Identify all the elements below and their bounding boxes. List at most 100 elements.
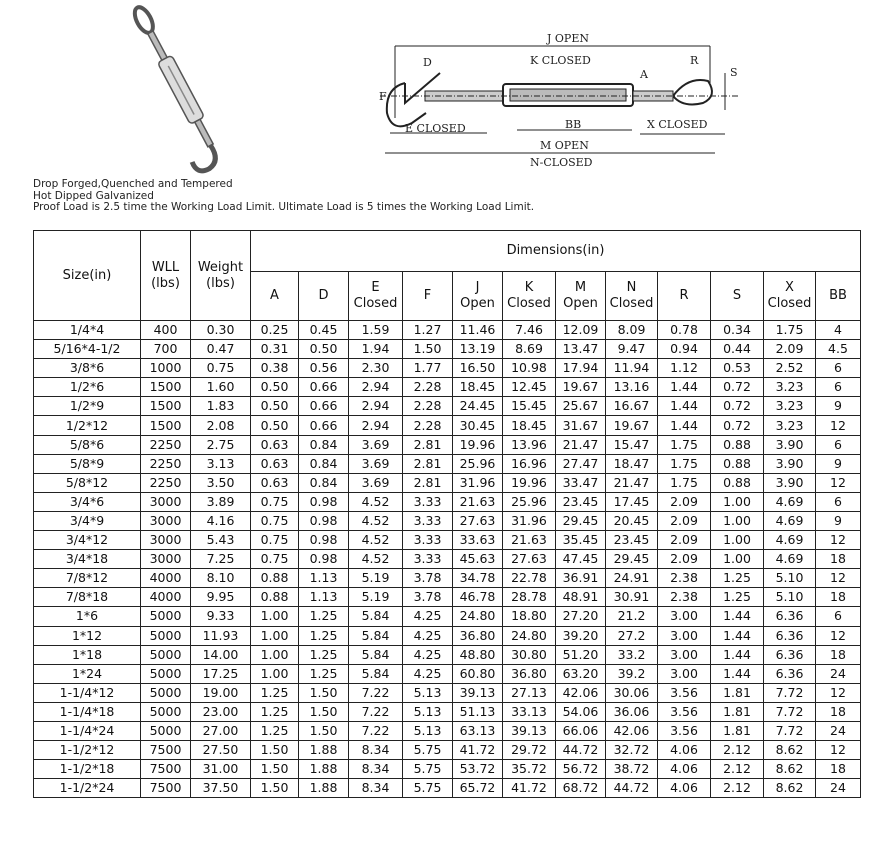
table-cell: 3000 — [140, 491, 191, 512]
table-cell: 17.45 — [605, 491, 658, 512]
table-cell: 2.12 — [710, 778, 764, 799]
table-cell: 19.96 — [452, 434, 503, 455]
header-dim-letter: E — [371, 280, 380, 295]
table-row: 1-1/2*18 7500 31.00 1.50 1.88 8.34 5.75 53.72 35… — [33, 759, 861, 780]
table-cell: 1.00 — [710, 510, 764, 532]
table-cell: 0.66 — [298, 415, 349, 436]
table-row: 5/8*9 2250 3.13 0.63 0.84 3.69 2.81 25.96 16.96 2… — [33, 453, 861, 474]
table-cell: 21.63 — [452, 491, 503, 512]
table-cell: 4.69 — [763, 491, 816, 512]
table-cell: 27.47 — [555, 453, 606, 474]
table-cell: 0.88 — [250, 587, 299, 608]
table-cell: 1.25 — [710, 587, 764, 608]
table-cell: 0.88 — [710, 453, 764, 474]
table-cell: 1.25 — [298, 625, 349, 646]
table-cell: 44.72 — [555, 740, 606, 761]
table-cell: 1.59 — [348, 319, 403, 341]
table-cell: 35.72 — [502, 759, 556, 780]
note-line: Drop Forged,Quenched and Tempered — [33, 178, 233, 190]
header-dimensions: Dimensions(in) — [250, 230, 861, 272]
header-dim-label: BB — [829, 288, 847, 303]
table-cell: 2.81 — [402, 472, 453, 493]
table-cell: 3.78 — [402, 587, 453, 608]
table-cell: 5.84 — [348, 663, 403, 684]
table-cell: 36.80 — [452, 625, 503, 646]
table-cell: 3000 — [140, 549, 191, 570]
table-cell: 1.44 — [657, 377, 711, 398]
table-cell: 1-1/2*18 — [33, 759, 141, 780]
table-cell: 2.09 — [657, 530, 711, 551]
table-cell: 1.50 — [298, 720, 349, 742]
table-cell: 8.62 — [763, 778, 816, 799]
table-row: 3/4*12 3000 5.43 0.75 0.98 4.52 3.33 33.63 21.63… — [33, 530, 861, 551]
table-cell: 5/8*12 — [33, 472, 141, 493]
table-cell: 1.88 — [298, 778, 349, 799]
table-cell: 5/16*4-1/2 — [33, 339, 141, 360]
table-cell: 17.94 — [555, 358, 606, 379]
table-cell: 24 — [815, 720, 861, 742]
label-r: R — [690, 54, 699, 67]
table-row: 1-1/4*24 5000 27.00 1.25 1.50 7.22 5.13 63.13 39… — [33, 720, 861, 742]
table-cell: 18.80 — [502, 606, 556, 627]
table-cell: 0.75 — [250, 549, 299, 570]
table-cell: 5000 — [140, 663, 191, 684]
header-dim-label: D — [318, 288, 329, 303]
table-cell: 39.20 — [555, 625, 606, 646]
table-cell: 0.31 — [250, 339, 299, 360]
table-cell: 31.67 — [555, 415, 606, 436]
table-cell: 6 — [815, 377, 861, 398]
table-cell: 0.98 — [298, 549, 349, 570]
table-cell: 29.72 — [502, 740, 556, 761]
table-cell: 27.63 — [502, 549, 556, 570]
table-cell: 7.25 — [190, 549, 251, 570]
table-cell: 0.63 — [250, 434, 299, 455]
table-cell: 1.44 — [710, 606, 764, 627]
table-cell: 5000 — [140, 644, 191, 665]
table-cell: 4000 — [140, 587, 191, 608]
table-cell: 2.94 — [348, 415, 403, 436]
table-cell: 7.72 — [763, 720, 816, 742]
table-cell: 17.25 — [190, 663, 251, 684]
table-cell: 34.78 — [452, 568, 503, 589]
table-cell: 1.75 — [657, 453, 711, 474]
note-line: Proof Load is 2.5 time the Working Load … — [33, 201, 535, 213]
table-cell: 0.98 — [298, 530, 349, 551]
table-cell: 4.52 — [348, 549, 403, 570]
table-cell: 0.66 — [298, 396, 349, 417]
table-cell: 3.23 — [763, 377, 816, 398]
table-cell: 27.00 — [190, 720, 251, 742]
table-cell: 1/4*4 — [33, 319, 141, 341]
table-cell: 48.91 — [555, 587, 606, 608]
table-cell: 0.75 — [190, 358, 251, 379]
table-cell: 1.00 — [710, 491, 764, 512]
table-cell: 8.10 — [190, 568, 251, 589]
table-cell: 35.45 — [555, 530, 606, 551]
table-cell: 3.00 — [657, 606, 711, 627]
table-cell: 0.63 — [250, 472, 299, 493]
header-dim-letter: K — [524, 280, 534, 295]
header-size: Size(in) — [33, 230, 141, 321]
table-cell: 4.5 — [815, 339, 861, 360]
table-cell: 25.96 — [502, 491, 556, 512]
table-cell: 7/8*12 — [33, 568, 141, 589]
table-cell: 9 — [815, 510, 861, 532]
table-cell: 1.81 — [710, 682, 764, 703]
table-cell: 0.45 — [298, 319, 349, 341]
table-cell: 8.34 — [348, 740, 403, 761]
table-cell: 5.75 — [402, 740, 453, 761]
table-cell: 9.95 — [190, 587, 251, 608]
table-cell: 3.33 — [402, 491, 453, 512]
table-row: 1-1/4*12 5000 19.00 1.25 1.50 7.22 5.13 39.13 27… — [33, 682, 861, 703]
table-cell: 7.22 — [348, 682, 403, 703]
table-cell: 5.43 — [190, 530, 251, 551]
table-cell: 0.50 — [250, 396, 299, 417]
table-cell: 4000 — [140, 568, 191, 589]
table-cell: 9 — [815, 396, 861, 417]
table-cell: 1.75 — [657, 472, 711, 493]
table-cell: 27.50 — [190, 740, 251, 761]
table-row: 3/8*6 1000 0.75 0.38 0.56 2.30 1.77 16.50 10.98 1… — [33, 358, 861, 379]
table-cell: 2.28 — [402, 377, 453, 398]
table-cell: 5.13 — [402, 701, 453, 722]
table-cell: 0.50 — [250, 377, 299, 398]
table-cell: 1/2*12 — [33, 415, 141, 436]
